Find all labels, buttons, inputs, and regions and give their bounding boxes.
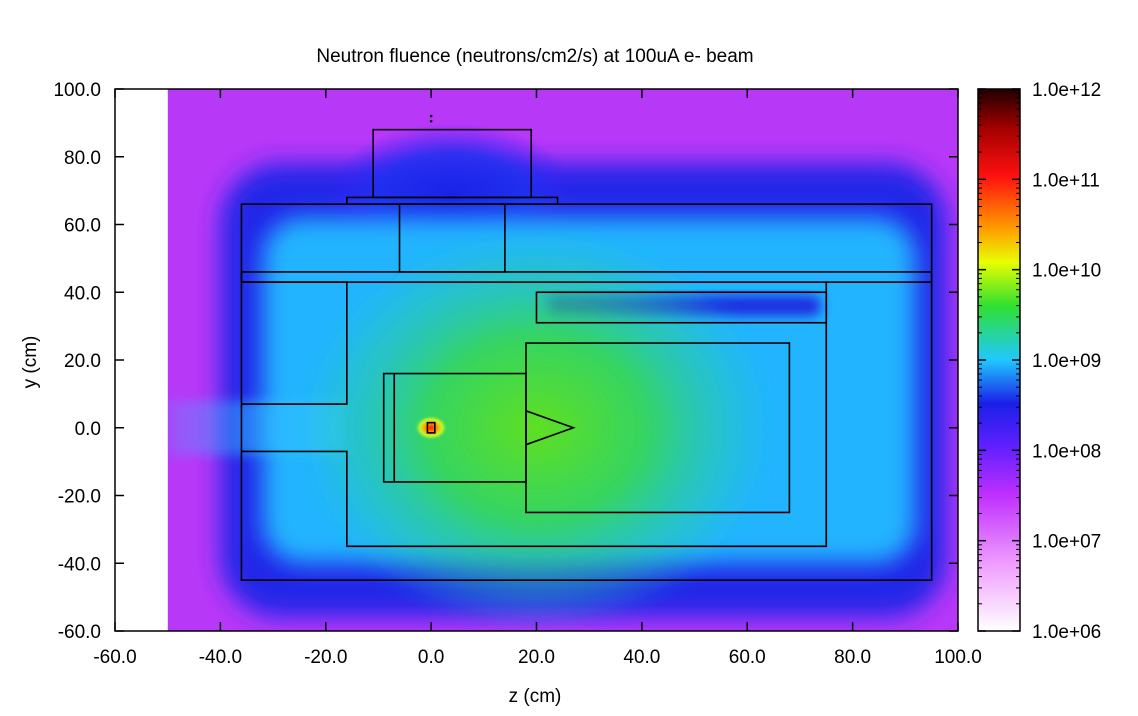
x-tick-label: 60.0 <box>729 647 766 668</box>
y-tick-label: 0.0 <box>75 419 101 440</box>
y-tick-label: -40.0 <box>58 554 101 575</box>
y-tick-label: 60.0 <box>64 216 101 237</box>
x-tick-label: -20.0 <box>304 647 347 668</box>
colorbar-tick-label: 1.0e+09 <box>1032 351 1101 372</box>
x-tick-label: -60.0 <box>93 647 136 668</box>
x-tick-label: 40.0 <box>623 647 660 668</box>
y-tick-label: 40.0 <box>64 283 101 304</box>
heatmap-source-hotspot <box>415 415 448 440</box>
geometry-shape-8 <box>535 291 828 324</box>
y-axis: -60.0 -40.0 -20.0 0.0 20.0 40.0 60.0 80.0 100.0 <box>53 80 958 643</box>
colorbar-tick-label: 1.0e+12 <box>1032 80 1101 101</box>
y-tick-label: -20.0 <box>58 487 101 508</box>
colorbar-tick-label: 1.0e+11 <box>1032 170 1100 191</box>
marker-dot-1 <box>429 114 433 118</box>
x-tick-label: 80.0 <box>834 647 871 668</box>
y-tick-label: 20.0 <box>64 351 101 372</box>
geometry-shape-13 <box>426 421 436 434</box>
x-axis-label: z (cm) <box>509 686 562 707</box>
y-axis-label: y (cm) <box>20 336 41 389</box>
geometry-shape-1 <box>240 203 933 581</box>
heatmap-green-core <box>294 224 779 631</box>
colorbar-tick-label: 1.0e+10 <box>1032 261 1101 282</box>
plot-area: -60.0 -40.0 -20.0 0.0 20.0 40.0 60.0 80.0 100.0 … <box>53 80 981 668</box>
x-tick-label: 0.0 <box>418 647 444 668</box>
x-axis: -60.0 -40.0 -20.0 0.0 20.0 40.0 60.0 80.0 100.0 <box>93 89 982 668</box>
colorbar-tick-label: 1.0e+06 <box>1032 622 1101 643</box>
y-tick-label: 100.0 <box>53 80 101 101</box>
detector-geometry <box>240 114 933 581</box>
geometry-shape-5 <box>372 128 533 199</box>
colorbar-tick-label: 1.0e+07 <box>1032 532 1101 553</box>
geometry-shape-7 <box>241 282 828 548</box>
y-tick-label: -60.0 <box>58 622 101 643</box>
geometry-shape-2 <box>240 271 933 283</box>
colorbar: 1.0e+06 1.0e+07 1.0e+08 1.0e+09 1.0e+10 1.0e+… <box>977 80 1101 643</box>
colorbar-tick-label: 1.0e+08 <box>1032 441 1101 462</box>
fluence-heatmap <box>167 89 958 631</box>
x-tick-label: 100.0 <box>934 647 982 668</box>
geometry-shape-6 <box>241 281 348 405</box>
chart-title: Neutron fluence (neutrons/cm2/s) at 100u… <box>316 46 753 67</box>
colorbar-ticks: 1.0e+06 1.0e+07 1.0e+08 1.0e+09 1.0e+10 1.0e+… <box>978 80 1101 643</box>
marker-dot-2 <box>429 119 433 123</box>
x-tick-label: 20.0 <box>518 647 555 668</box>
y-tick-label: 80.0 <box>64 148 101 169</box>
geometry-shape-12 <box>525 409 576 446</box>
x-tick-label: -40.0 <box>199 647 242 668</box>
